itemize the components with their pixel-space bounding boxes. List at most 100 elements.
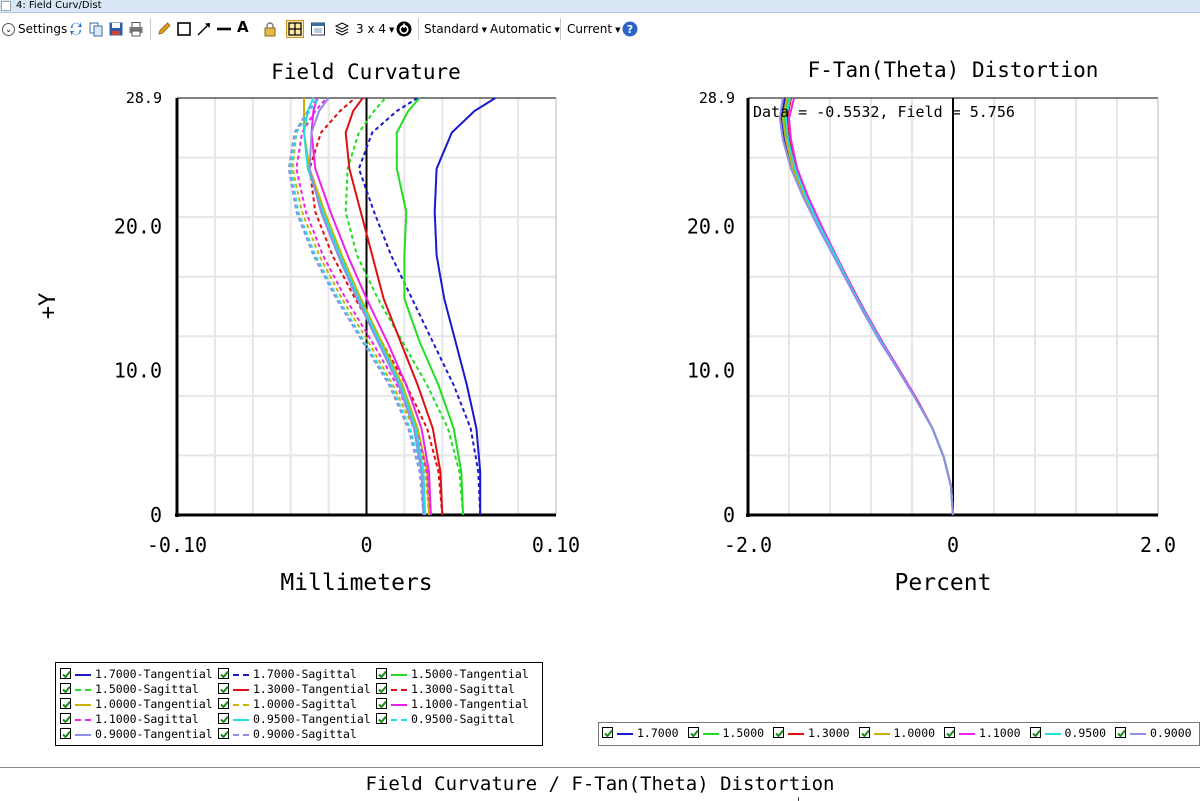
legend-checkbox[interactable] xyxy=(858,727,870,738)
layout-dropdown[interactable]: 3 x 4 ▼ xyxy=(356,21,394,37)
rectangle-tool-icon[interactable] xyxy=(176,21,192,37)
caret-down-icon: ▼ xyxy=(554,25,560,34)
x-axis-title: Percent xyxy=(895,570,992,596)
legend-label: 1.3000 xyxy=(808,726,850,740)
automatic-dropdown-label: Automatic xyxy=(490,22,552,36)
legend-checkbox[interactable] xyxy=(218,728,229,739)
legend-checkbox[interactable] xyxy=(1029,727,1041,738)
legend-checkbox[interactable] xyxy=(60,698,71,709)
legend-label: 1.0000 xyxy=(893,726,936,740)
y-tick-label: 0 xyxy=(723,503,735,527)
zoom-fit-icon[interactable] xyxy=(286,20,304,38)
legend-swatch xyxy=(233,704,249,706)
window-title: 4: Field Curv/Dist xyxy=(16,0,102,11)
legend-checkbox[interactable] xyxy=(944,727,955,738)
distortion-legend: 1.7000 1.5000 1.3000 1.0000 1.1000 0.9500 0.90… xyxy=(598,722,1200,746)
settings-label: Settings xyxy=(18,22,68,36)
copy-icon[interactable] xyxy=(88,21,104,37)
legend-swatch xyxy=(391,689,407,691)
legend-checkbox[interactable] xyxy=(773,727,784,738)
legend-label: 0.9000-Sagittal xyxy=(253,727,357,741)
caret-down-icon: ▼ xyxy=(389,25,395,34)
window-icon xyxy=(1,1,11,11)
toolbar-separator xyxy=(150,18,151,40)
charts-canvas: Field Curvature Millimeters -0.10 0 0.10 0 10.… xyxy=(36,58,1176,596)
print-icon[interactable] xyxy=(128,21,144,37)
legend-label: 1.5000 xyxy=(722,726,765,740)
legend-swatch xyxy=(391,674,407,676)
y-tick-label: 20.0 xyxy=(687,214,735,238)
legend-swatch xyxy=(233,689,249,691)
legend-checkbox[interactable] xyxy=(376,683,387,694)
layout-dropdown-label: 3 x 4 xyxy=(356,22,386,36)
standard-dropdown[interactable]: Standard ▼ xyxy=(424,21,487,37)
legend-checkbox[interactable] xyxy=(218,698,229,709)
pencil-icon[interactable] xyxy=(156,21,172,37)
legend-label: 1.0000-Tangential xyxy=(95,697,213,711)
series-line xyxy=(287,97,425,516)
current-dropdown-label: Current xyxy=(567,22,613,36)
text-tool-button[interactable]: A xyxy=(237,18,249,36)
legend-checkbox[interactable] xyxy=(60,713,71,724)
legend-checkbox[interactable] xyxy=(60,683,71,694)
x-tick-label: 0 xyxy=(360,533,372,557)
field-curvature-legend: 1.7000-Tangential 1.7000-Sagittal 1.5000-T… xyxy=(55,662,543,746)
series-line xyxy=(780,97,954,516)
refresh-icon[interactable] xyxy=(68,21,84,37)
series-line xyxy=(344,97,465,516)
y-tick-label: 28.9 xyxy=(699,89,735,107)
caret-down-icon: ▼ xyxy=(481,25,487,34)
toolbar: ⌄ Settings A 3 x 4 ▼ Standard ▼ Automatic ▼ … xyxy=(0,13,1200,43)
chevron-down-icon: ⌄ xyxy=(2,23,15,36)
window-icon[interactable] xyxy=(310,21,326,37)
settings-button[interactable]: ⌄ Settings xyxy=(2,21,67,37)
chart-title: Field Curvature xyxy=(271,60,461,84)
legend-checkbox[interactable] xyxy=(376,713,387,724)
x-tick-label: 0 xyxy=(947,533,959,557)
legend-checkbox[interactable] xyxy=(687,727,699,738)
y-tick-label: 20.0 xyxy=(114,214,162,238)
y-tick-label: 0 xyxy=(150,503,162,527)
svg-text:?: ? xyxy=(627,23,633,36)
legend-checkbox[interactable] xyxy=(376,698,387,709)
lock-icon[interactable] xyxy=(262,21,278,37)
legend-swatch xyxy=(391,719,407,721)
distortion-plot: F-Tan(Theta) Distortion Percent -2.0 0 2.0 0 1… xyxy=(687,58,1176,596)
legend-swatch xyxy=(233,734,249,736)
series-line xyxy=(433,97,496,515)
series-line xyxy=(357,97,482,516)
automatic-dropdown[interactable]: Automatic ▼ xyxy=(490,21,560,37)
series-line xyxy=(303,97,427,516)
legend-checkbox[interactable] xyxy=(218,668,229,679)
layers-icon[interactable] xyxy=(334,21,350,37)
legend-swatch xyxy=(617,733,633,735)
legend-checkbox[interactable] xyxy=(60,728,71,739)
legend-label: 1.5000-Tangential xyxy=(411,667,529,681)
legend-label: 1.0000-Sagittal xyxy=(253,697,357,711)
legend-swatch xyxy=(788,733,804,735)
series-line xyxy=(308,97,444,516)
legend-checkbox[interactable] xyxy=(376,668,387,679)
legend-label: 1.1000-Sagittal xyxy=(95,712,199,726)
legend-checkbox[interactable] xyxy=(218,683,229,694)
legend-swatch xyxy=(873,733,890,735)
legend-checkbox[interactable] xyxy=(218,713,229,724)
x-tick-label: 2.0 xyxy=(1140,533,1176,557)
standard-dropdown-label: Standard xyxy=(424,22,479,36)
legend-checkbox[interactable] xyxy=(602,727,613,738)
x-axis-title: Millimeters xyxy=(280,570,432,596)
y-axis-title: +Y xyxy=(36,293,61,320)
help-icon[interactable]: ? xyxy=(622,21,638,37)
toolbar-separator xyxy=(418,18,419,40)
legend-swatch xyxy=(75,719,91,721)
power-icon[interactable] xyxy=(396,21,412,37)
current-dropdown[interactable]: Current ▼ xyxy=(567,21,620,37)
line-tool-icon[interactable] xyxy=(216,21,232,37)
arrow-tool-icon[interactable] xyxy=(196,21,212,37)
legend-label: 0.9000 xyxy=(1150,726,1192,740)
legend-swatch xyxy=(233,719,249,721)
legend-checkbox[interactable] xyxy=(60,668,71,679)
legend-checkbox[interactable] xyxy=(1115,727,1126,738)
save-icon[interactable] xyxy=(108,21,124,37)
series-line xyxy=(784,97,954,516)
